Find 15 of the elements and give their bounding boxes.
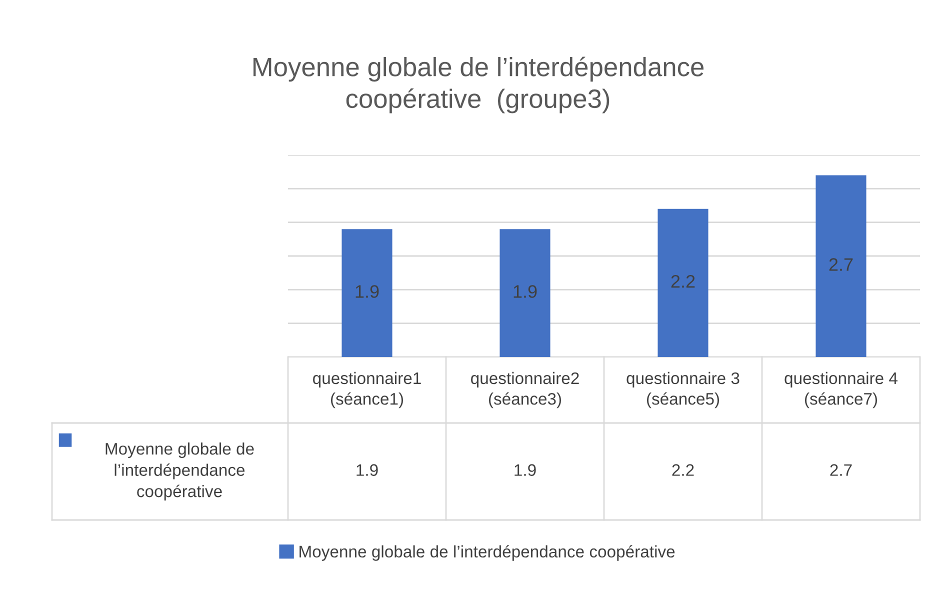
x-tick-label: questionnaire 4 (séance7) [784,372,898,408]
data-label: 1.9 [356,464,378,476]
annotation: 2.7 [829,258,853,271]
annotation: 1.9 [356,285,379,298]
text: Moyenne globale de l’interdépendance coopérative [106,442,254,501]
legend-label: Moyenne globale de l’interdépendance coopérative [300,545,675,561]
data-label: 2.2 [672,464,694,476]
x-tick-label: questionnaire1 (séance1) [313,372,421,408]
annotation: 1.9 [514,285,537,298]
x-tick-label: questionnaire2 (séance3) [471,372,579,408]
data-label: 2.7 [830,464,852,476]
chart-title: Moyenne globale de l’interdépendance coopérative (groupe3) [254,56,704,114]
x-tick-label: questionnaire 3 (séance5) [626,372,740,408]
data-label: 1.9 [514,464,536,476]
annotation: 2.2 [671,274,695,288]
